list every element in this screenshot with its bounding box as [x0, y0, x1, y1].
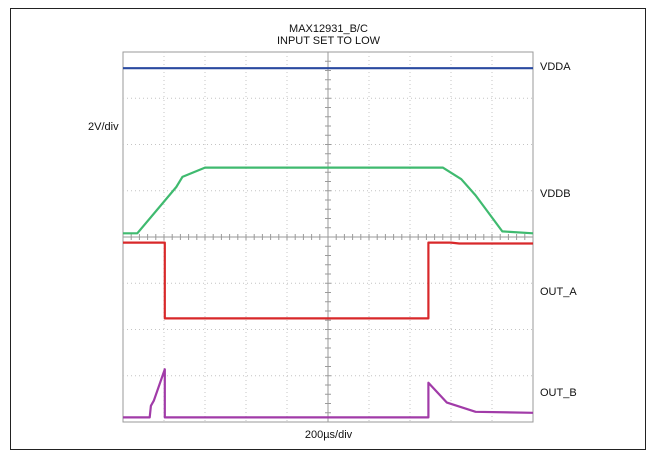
- legend-label-out-b: OUT_B: [540, 387, 577, 400]
- y-axis-label: 2V/div: [88, 121, 119, 133]
- trace-out-b: [123, 368, 534, 419]
- legend-label-vdda: VDDA: [540, 61, 571, 74]
- figure-frame: [10, 8, 646, 450]
- trace-vddb: [123, 166, 534, 235]
- x-axis-label: 200µs/div: [304, 429, 353, 441]
- legend-label-vddb: VDDB: [540, 188, 571, 201]
- legend-label-out-a: OUT_A: [540, 285, 577, 298]
- trace-out-a: [123, 241, 533, 320]
- chart-subtitle: INPUT SET TO LOW: [276, 35, 381, 47]
- chart-title: MAX12931_B/C: [289, 23, 368, 35]
